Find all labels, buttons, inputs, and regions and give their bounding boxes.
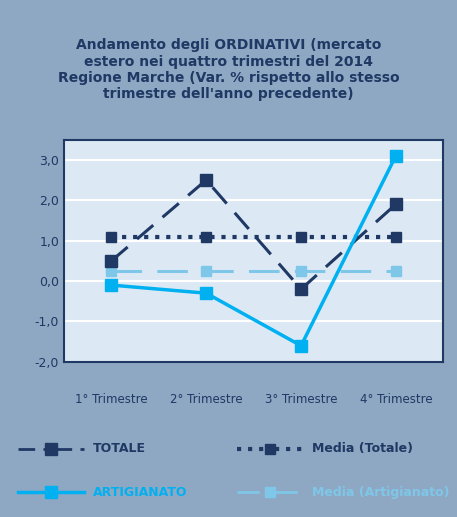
Text: TOTALE: TOTALE: [92, 442, 145, 455]
Text: 3° Trimestre: 3° Trimestre: [265, 393, 337, 406]
Text: 4° Trimestre: 4° Trimestre: [360, 393, 432, 406]
Text: Media (Totale): Media (Totale): [312, 442, 413, 455]
Text: Andamento degli ORDINATIVI (mercato
estero nei quattro trimestri del 2014
Region: Andamento degli ORDINATIVI (mercato este…: [58, 38, 399, 101]
Text: Media (Artigianato): Media (Artigianato): [312, 486, 449, 499]
Text: 2° Trimestre: 2° Trimestre: [170, 393, 243, 406]
Text: 1° Trimestre: 1° Trimestre: [75, 393, 148, 406]
Text: ARTIGIANATO: ARTIGIANATO: [92, 486, 187, 499]
